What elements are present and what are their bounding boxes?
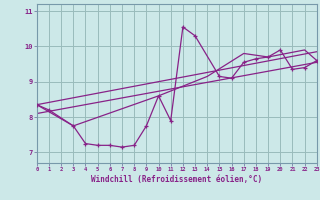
X-axis label: Windchill (Refroidissement éolien,°C): Windchill (Refroidissement éolien,°C) — [91, 175, 262, 184]
